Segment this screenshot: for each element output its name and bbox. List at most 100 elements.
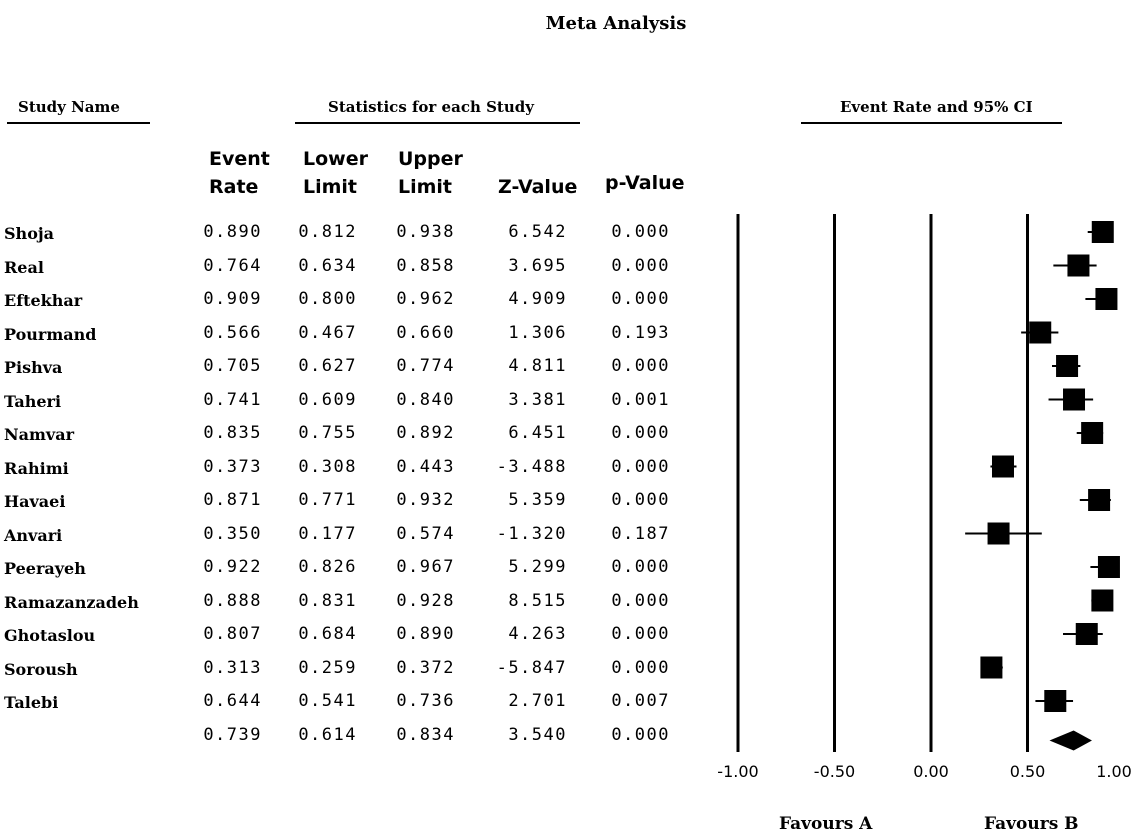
chart-title: Meta Analysis xyxy=(545,13,687,34)
study-name: Havaei xyxy=(4,492,66,511)
lower-limit-header-line2: Limit xyxy=(303,176,358,198)
favours-a-label: Favours A xyxy=(779,814,873,834)
event-rate-header: Event Rate xyxy=(209,145,270,201)
event-rate-cell: 0.835 xyxy=(203,423,262,443)
p-value-cell: 0.007 xyxy=(611,691,670,711)
lower-limit-cell: 0.614 xyxy=(298,724,357,745)
point-marker xyxy=(1029,321,1052,344)
point-marker xyxy=(1081,422,1104,444)
point-marker xyxy=(987,522,1010,545)
plot-rule xyxy=(801,122,1062,124)
z-value-cell: 5.359 xyxy=(508,490,567,510)
lower-limit-cell: 0.826 xyxy=(298,557,357,577)
lower-limit-cell: 0.467 xyxy=(298,322,357,343)
upper-limit-cell: 0.938 xyxy=(396,222,455,242)
lower-limit-cell: 0.541 xyxy=(298,691,357,711)
study-name: Rahimi xyxy=(4,458,69,478)
upper-limit-cell: 0.372 xyxy=(396,657,455,678)
z-value-cell: -1.320 xyxy=(496,523,567,544)
lower-limit-cell: 0.634 xyxy=(298,255,357,276)
event-rate-cell: 0.871 xyxy=(203,490,262,510)
upper-limit-header: Upper Limit xyxy=(398,145,463,201)
p-value-cell: 0.000 xyxy=(611,657,670,678)
event-rate-cell: 0.741 xyxy=(203,389,262,410)
event-rate-cell: 0.566 xyxy=(203,322,262,343)
study-name: Anvari xyxy=(4,525,63,545)
point-marker xyxy=(1075,623,1098,645)
study-name: Soroush xyxy=(4,659,78,679)
p-value-cell: 0.000 xyxy=(611,456,670,477)
upper-limit-cell: 0.736 xyxy=(396,691,455,711)
study-name: Real xyxy=(4,257,44,277)
event-rate-cell: 0.764 xyxy=(203,255,262,276)
lower-limit-cell: 0.771 xyxy=(298,490,357,510)
upper-limit-cell: 0.892 xyxy=(396,423,455,443)
event-rate-cell: 0.890 xyxy=(203,222,262,242)
upper-limit-cell: 0.834 xyxy=(396,724,455,745)
point-marker xyxy=(991,455,1014,478)
study-name: Peerayeh xyxy=(4,559,86,578)
z-value-cell: 3.695 xyxy=(508,255,567,276)
z-value-cell: -3.488 xyxy=(496,456,567,477)
point-marker xyxy=(1091,221,1114,243)
point-marker xyxy=(1044,690,1067,712)
p-value-cell: 0.000 xyxy=(611,557,670,577)
event-rate-cell: 0.373 xyxy=(203,456,262,477)
upper-limit-header-line2: Limit xyxy=(398,176,453,198)
lower-limit-cell: 0.755 xyxy=(298,423,357,443)
point-marker xyxy=(980,656,1003,679)
event-rate-cell: 0.313 xyxy=(203,657,262,678)
z-value-cell: 2.701 xyxy=(508,691,567,711)
point-marker xyxy=(1088,489,1111,511)
p-value-cell: 0.000 xyxy=(611,255,670,276)
z-value-cell: 5.299 xyxy=(508,557,567,577)
z-value-cell: 8.515 xyxy=(508,590,567,611)
z-value-cell: 4.909 xyxy=(508,289,567,309)
x-tick-label: -1.00 xyxy=(717,762,759,781)
upper-limit-cell: 0.660 xyxy=(396,322,455,343)
plot-header: Event Rate and 95% CI xyxy=(840,98,1033,116)
study-name: Pourmand xyxy=(4,324,97,344)
point-marker xyxy=(1063,388,1086,411)
z-value-cell: 4.263 xyxy=(508,624,567,644)
z-value-cell: 6.542 xyxy=(508,222,567,242)
upper-limit-cell: 0.928 xyxy=(396,590,455,611)
event-rate-cell: 0.888 xyxy=(203,590,262,611)
study-name: Talebi xyxy=(4,693,59,712)
favours-b-label: Favours B xyxy=(984,814,1079,834)
lower-limit-cell: 0.812 xyxy=(298,222,357,242)
event-rate-cell: 0.644 xyxy=(203,691,262,711)
z-value-cell: 1.306 xyxy=(508,322,567,343)
lower-limit-cell: 0.800 xyxy=(298,289,357,309)
upper-limit-cell: 0.574 xyxy=(396,523,455,544)
z-value-header: Z-Value xyxy=(498,176,578,198)
study-name: Ramazanzadeh xyxy=(4,592,139,612)
lower-limit-cell: 0.831 xyxy=(298,590,357,611)
point-marker xyxy=(1056,355,1079,377)
p-value-cell: 0.001 xyxy=(611,389,670,410)
study-name: Shoja xyxy=(4,224,55,243)
upper-limit-cell: 0.962 xyxy=(396,289,455,309)
study-name: Pishva xyxy=(4,358,63,377)
event-rate-header-line2: Rate xyxy=(209,176,259,198)
z-value-cell: 6.451 xyxy=(508,423,567,443)
point-marker xyxy=(1095,288,1118,310)
p-value-cell: 0.000 xyxy=(611,724,670,745)
p-value-cell: 0.193 xyxy=(611,322,670,343)
upper-limit-cell: 0.932 xyxy=(396,490,455,510)
upper-limit-cell: 0.443 xyxy=(396,456,455,477)
study-name: Ghotaslou xyxy=(4,626,96,645)
event-rate-cell: 0.922 xyxy=(203,557,262,577)
event-rate-cell: 0.909 xyxy=(203,289,262,309)
stats-header: Statistics for each Study xyxy=(328,98,534,116)
upper-limit-cell: 0.774 xyxy=(396,356,455,376)
study-name-header: Study Name xyxy=(18,98,120,116)
upper-limit-cell: 0.840 xyxy=(396,389,455,410)
p-value-cell: 0.000 xyxy=(611,624,670,644)
z-value-cell: 3.381 xyxy=(508,389,567,410)
lower-limit-cell: 0.177 xyxy=(298,523,357,544)
point-marker xyxy=(1067,254,1090,277)
lower-limit-cell: 0.308 xyxy=(298,456,357,477)
z-value-cell: -5.847 xyxy=(496,657,567,678)
x-tick-label: 1.00 xyxy=(1096,762,1132,781)
